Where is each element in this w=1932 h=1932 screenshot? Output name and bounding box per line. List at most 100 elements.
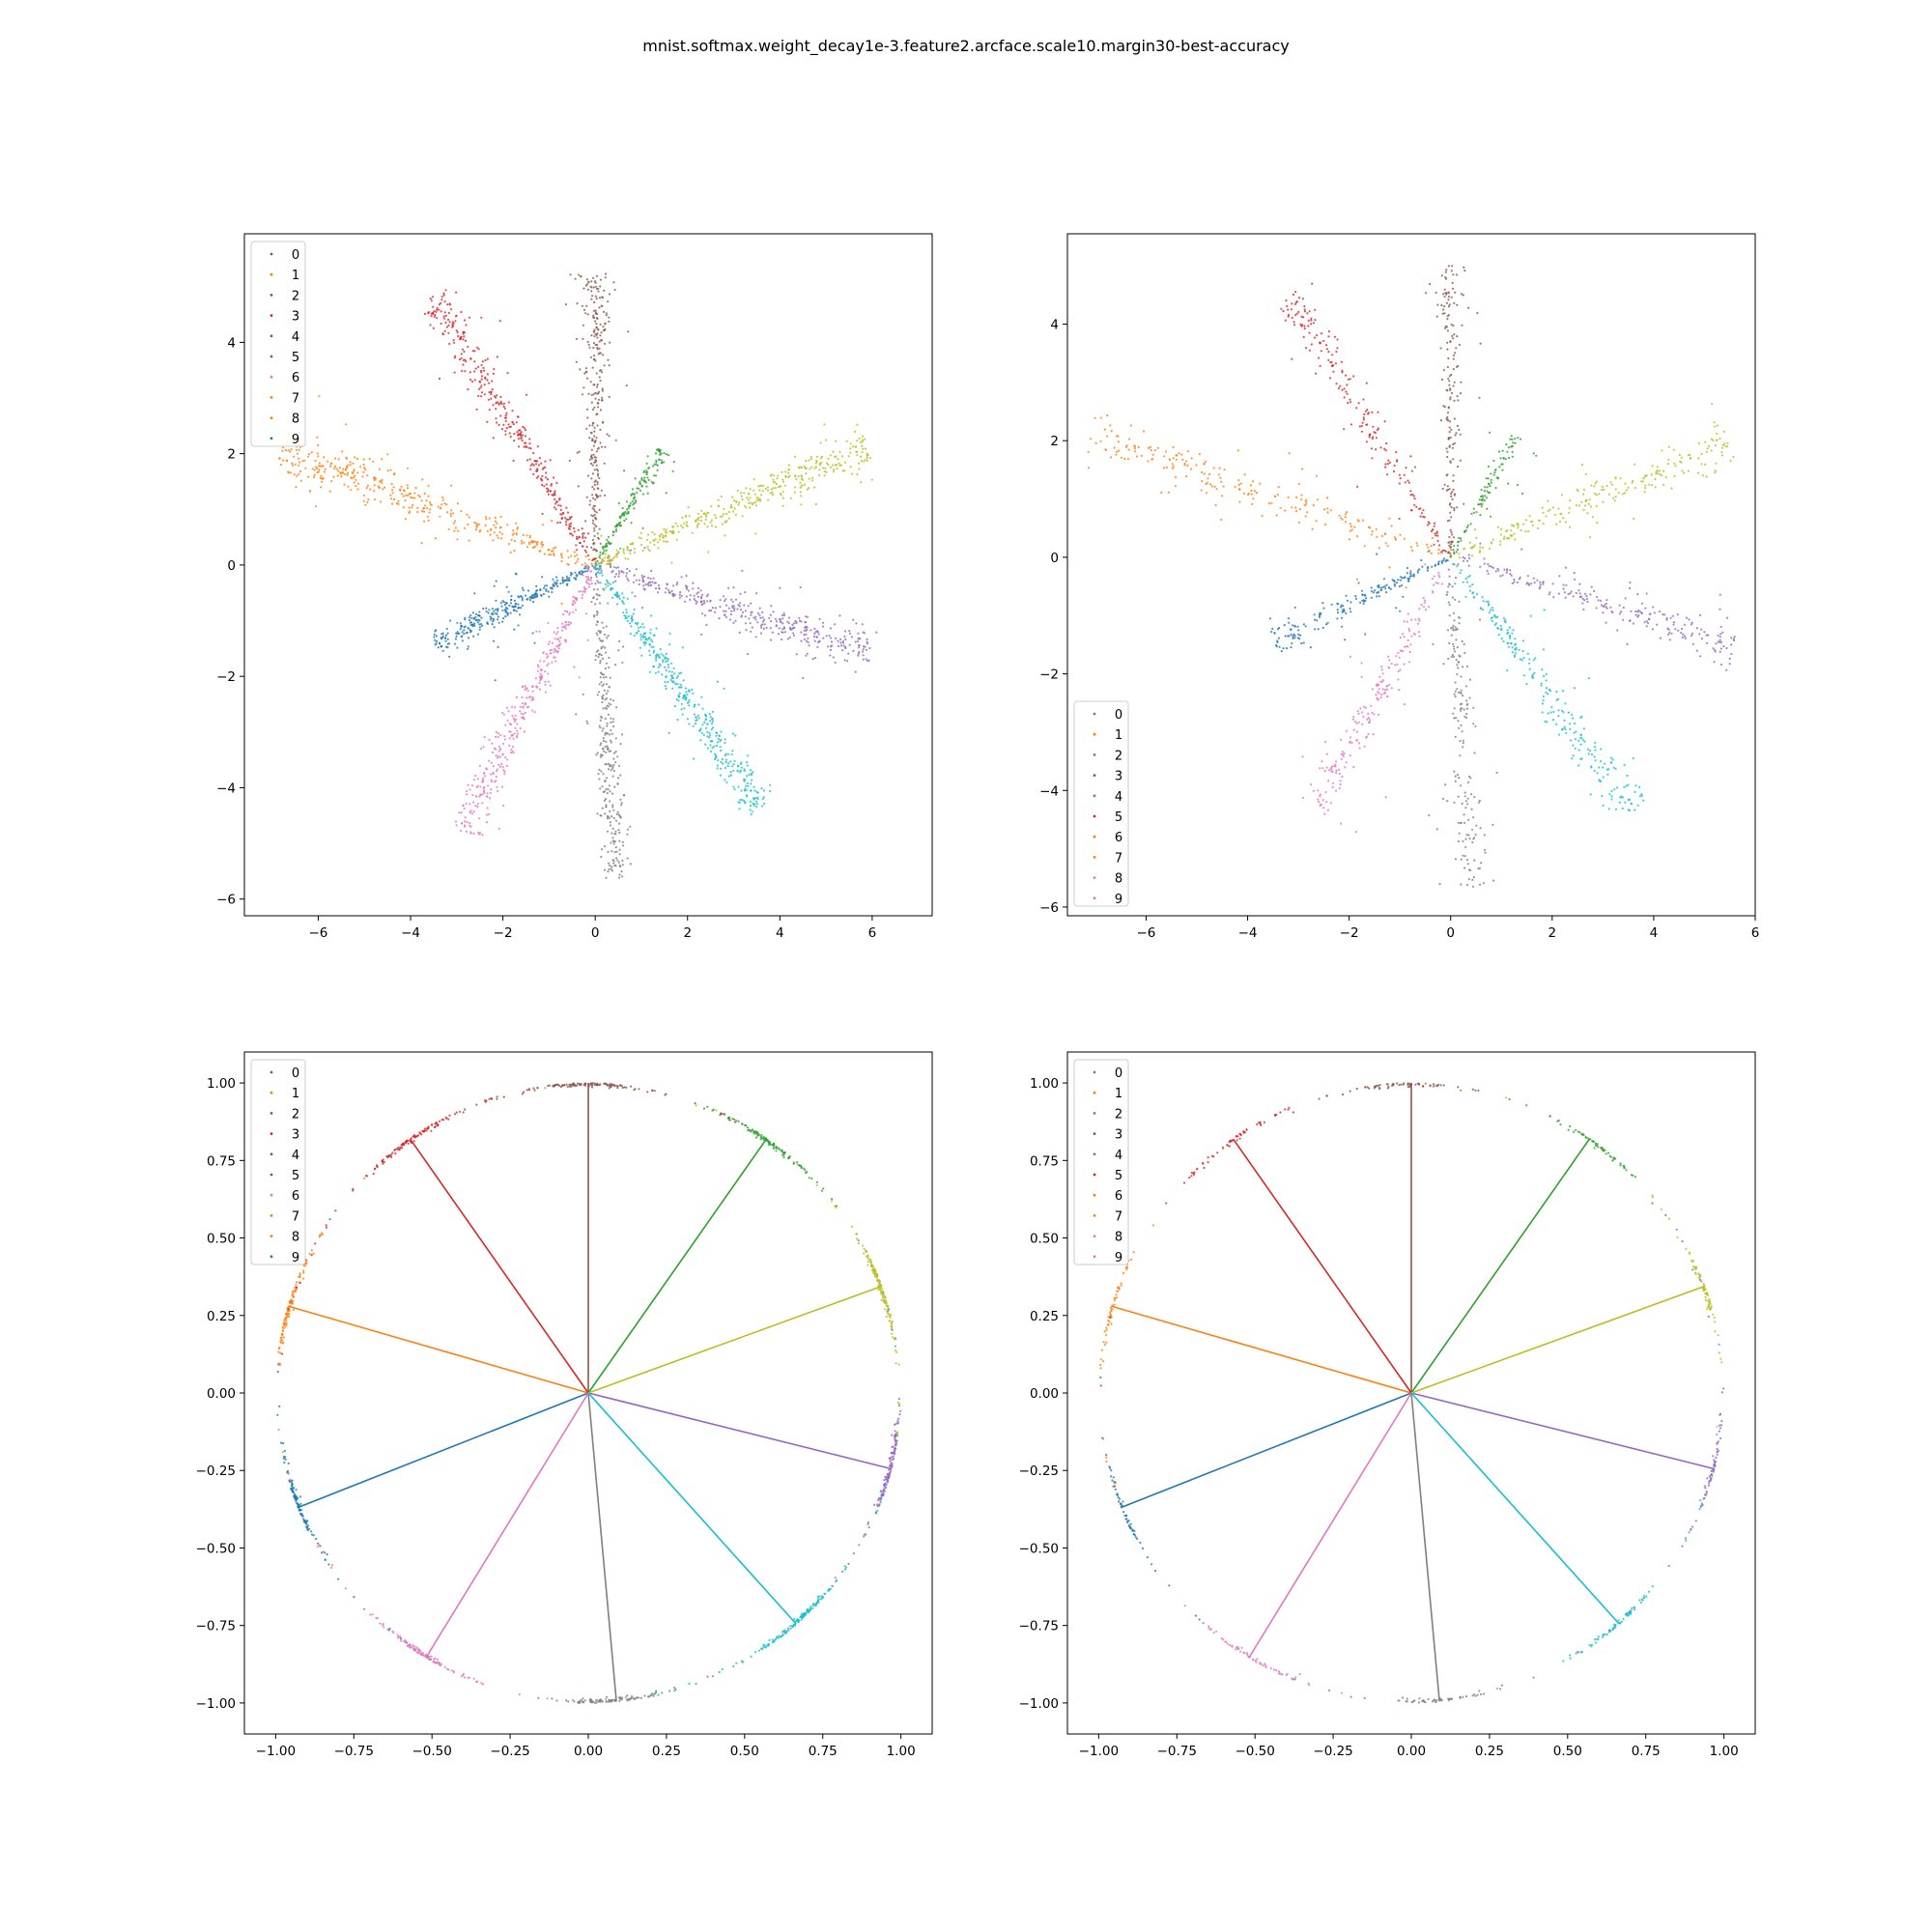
data-point — [587, 578, 590, 581]
data-point — [298, 448, 300, 451]
data-point — [504, 611, 507, 613]
data-point — [501, 609, 504, 611]
data-point — [613, 288, 616, 292]
data-point — [802, 676, 805, 680]
data-point — [1582, 608, 1585, 611]
data-point — [1403, 663, 1406, 666]
data-point — [813, 632, 816, 636]
data-point — [1596, 522, 1599, 525]
data-point — [741, 766, 744, 769]
data-point — [617, 572, 621, 575]
data-point — [451, 323, 454, 327]
data-point — [1352, 766, 1355, 769]
data-point — [693, 594, 696, 597]
data-point — [495, 599, 497, 602]
data-point — [550, 484, 553, 487]
data-point — [1684, 637, 1687, 639]
data-point — [554, 494, 556, 497]
data-point — [492, 372, 495, 375]
legend-label: 2 — [292, 289, 299, 303]
data-point — [736, 608, 739, 611]
data-point — [724, 615, 728, 618]
data-point — [1331, 785, 1334, 789]
data-point — [756, 798, 759, 801]
data-point — [1311, 527, 1314, 530]
data-point — [640, 574, 643, 578]
series-7 — [1428, 562, 1498, 888]
data-point — [597, 649, 600, 652]
data-point — [595, 437, 598, 440]
data-point — [592, 342, 596, 345]
data-point — [1451, 491, 1454, 494]
data-point — [417, 494, 420, 497]
data-point — [1454, 696, 1457, 698]
data-point — [471, 625, 474, 628]
data-point — [478, 623, 481, 626]
data-point — [1396, 459, 1399, 462]
data-point — [434, 639, 437, 641]
data-point — [466, 513, 469, 517]
data-point — [420, 499, 423, 502]
data-point — [598, 527, 601, 530]
data-point — [1436, 582, 1439, 585]
data-point — [862, 631, 865, 634]
data-point — [1413, 503, 1416, 506]
data-point — [1250, 489, 1253, 493]
data-point — [599, 639, 602, 642]
data-point — [525, 687, 527, 690]
data-point — [1323, 770, 1326, 773]
data-point — [659, 538, 662, 541]
data-point — [598, 594, 601, 597]
data-point — [339, 472, 342, 475]
data-point — [605, 787, 608, 791]
data-point — [1447, 377, 1450, 380]
data-point — [726, 586, 730, 589]
data-point — [1555, 523, 1558, 526]
data-point — [602, 739, 606, 743]
data-point — [1222, 485, 1225, 488]
data-point — [584, 367, 588, 370]
data-point — [862, 654, 865, 657]
data-point — [462, 338, 465, 341]
data-point — [642, 626, 645, 629]
data-point — [1457, 563, 1460, 566]
data-point — [1536, 526, 1540, 530]
data-point — [557, 647, 561, 650]
data-point — [673, 672, 676, 675]
data-point — [1452, 325, 1455, 327]
data-point — [1221, 495, 1224, 497]
data-point — [632, 612, 635, 615]
data-point — [608, 784, 611, 787]
data-point — [594, 295, 598, 298]
data-point — [468, 316, 471, 319]
data-point — [533, 540, 536, 543]
data-point — [648, 550, 651, 553]
data-point — [439, 642, 441, 645]
data-point — [609, 800, 611, 803]
data-point — [1180, 453, 1183, 456]
data-point — [789, 497, 793, 499]
data-point — [477, 348, 480, 351]
series-4 — [1455, 539, 1736, 671]
data-point — [604, 798, 608, 801]
data-point — [605, 675, 608, 679]
data-point — [1446, 315, 1449, 318]
data-point — [623, 552, 626, 554]
data-point — [781, 617, 784, 620]
data-point — [772, 611, 775, 613]
data-point — [469, 613, 472, 617]
data-point — [492, 765, 495, 768]
data-point — [1458, 343, 1461, 346]
data-point — [612, 862, 615, 865]
data-point — [604, 667, 608, 670]
data-point — [597, 772, 600, 776]
data-point — [861, 435, 865, 438]
data-point — [452, 522, 455, 525]
data-point — [505, 758, 509, 761]
data-point — [615, 857, 618, 860]
data-point — [378, 486, 381, 489]
data-point — [493, 367, 496, 371]
data-point — [723, 610, 725, 612]
data-point — [598, 306, 601, 309]
data-point — [1443, 296, 1446, 298]
